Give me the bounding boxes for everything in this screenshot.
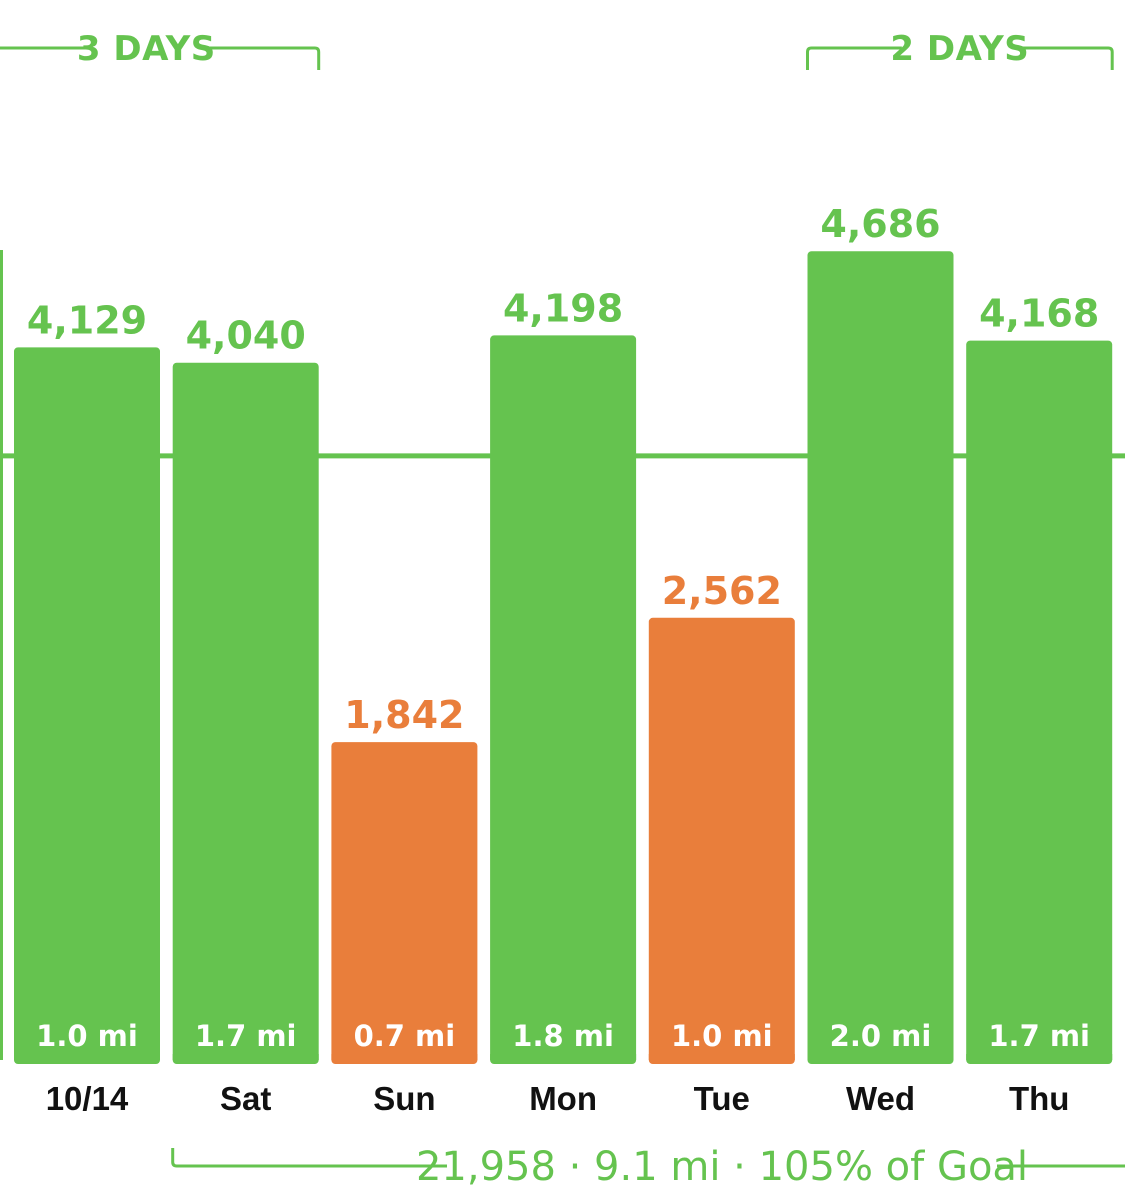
value-label-wed: 4,686 — [820, 202, 940, 246]
day-label-sat: Sat — [220, 1080, 271, 1117]
bar-sat — [172, 362, 319, 1064]
streak-bracket-2-days: 2 DAYS — [806, 29, 1114, 70]
offscreen-bar-edge — [0, 250, 3, 1060]
bar-10-14 — [14, 347, 160, 1064]
day-label-tue: Tue — [694, 1080, 750, 1117]
streak-brackets: 3 DAYS 2 DAYS — [0, 29, 1114, 70]
bar-base-sat — [172, 1054, 319, 1060]
day-label-mon: Mon — [529, 1080, 597, 1117]
bar-base-mon — [490, 1054, 637, 1060]
weekly-summary: 21,958 · 9.1 mi · 105% of Goal — [171, 1144, 1125, 1190]
distance-label-sat: 1.7 mi — [195, 1019, 297, 1053]
bar-base-tue — [648, 1054, 795, 1060]
day-label-10-14: 10/14 — [46, 1080, 129, 1117]
streak-line-right — [204, 46, 321, 70]
day-label-sun: Sun — [373, 1080, 435, 1117]
streak-line-left — [806, 46, 902, 70]
bar-base-thu — [966, 1054, 1113, 1060]
value-label-tue: 2,562 — [662, 569, 782, 613]
value-label-10-14: 4,129 — [27, 298, 147, 342]
bar-mon — [490, 335, 637, 1065]
streak-label: 3 DAYS — [77, 29, 216, 69]
distance-label-wed: 2.0 mi — [830, 1019, 932, 1053]
bar-wed — [807, 251, 954, 1064]
bar-base-sun — [331, 1054, 478, 1060]
distance-label-mon: 1.8 mi — [512, 1019, 614, 1053]
bar-thu — [966, 340, 1113, 1064]
distance-label-10-14: 1.0 mi — [36, 1019, 138, 1053]
value-label-sun: 1,842 — [344, 693, 464, 737]
value-label-mon: 4,198 — [503, 286, 623, 330]
day-label-wed: Wed — [846, 1080, 915, 1117]
distance-label-thu: 1.7 mi — [988, 1019, 1090, 1053]
bars-layer: 4,129 1.0 mi 10/14 4,040 1.7 mi Sat 1,842 0.7 m… — [14, 202, 1113, 1117]
distance-label-sun: 0.7 mi — [354, 1019, 456, 1053]
bar-base-10-14 — [14, 1054, 160, 1060]
value-label-thu: 4,168 — [979, 292, 1099, 336]
distance-label-tue: 1.0 mi — [671, 1019, 773, 1053]
streak-line-right — [1017, 46, 1114, 70]
summary-text: 21,958 · 9.1 mi · 105% of Goal — [416, 1144, 1028, 1190]
bar-sun — [331, 742, 478, 1064]
bar-tue — [648, 617, 795, 1064]
streak-bracket-3-days: 3 DAYS — [0, 29, 321, 70]
value-label-sat: 4,040 — [186, 314, 306, 358]
streak-label: 2 DAYS — [890, 29, 1029, 69]
bar-base-wed — [807, 1054, 954, 1060]
day-label-thu: Thu — [1009, 1080, 1069, 1117]
summary-line-left — [171, 1148, 447, 1168]
